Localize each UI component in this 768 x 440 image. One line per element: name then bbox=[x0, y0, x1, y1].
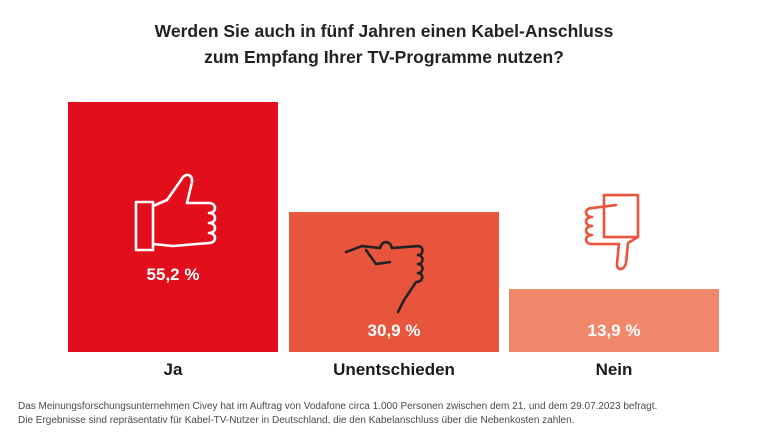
category-label: Ja bbox=[164, 360, 183, 379]
bar-value-label: 13,9 % bbox=[588, 321, 641, 340]
chart-title-line-2: zum Empfang Ihrer TV-Programme nutzen? bbox=[204, 47, 564, 67]
bar-nein bbox=[509, 289, 719, 352]
footnote-line-2: Die Ergebnisse sind repräsentativ für Ka… bbox=[18, 415, 575, 426]
category-label: Nein bbox=[596, 360, 633, 379]
chart-title: Werden Sie auch in fünf Jahren einen Kab… bbox=[0, 18, 768, 70]
thumbs-down-icon bbox=[584, 193, 640, 271]
bar-value-label: 55,2 % bbox=[147, 265, 200, 284]
bar-ja bbox=[68, 102, 278, 352]
bar-unentschieden bbox=[289, 212, 499, 352]
chart-title-line-1: Werden Sie auch in fünf Jahren einen Kab… bbox=[154, 21, 614, 41]
thumbs-up-icon bbox=[134, 173, 217, 252]
bar-chart: 55,2 % Ja 30,9 % Unentschieden 13,9 % Nein bbox=[68, 102, 719, 379]
bar-value-label: 30,9 % bbox=[368, 321, 421, 340]
footnote: Das Meinungsforschungsunternehmen Civey … bbox=[18, 400, 758, 428]
thumbs-sideways-icon bbox=[344, 240, 424, 314]
category-label: Unentschieden bbox=[333, 360, 455, 379]
footnote-line-1: Das Meinungsforschungsunternehmen Civey … bbox=[18, 401, 658, 412]
